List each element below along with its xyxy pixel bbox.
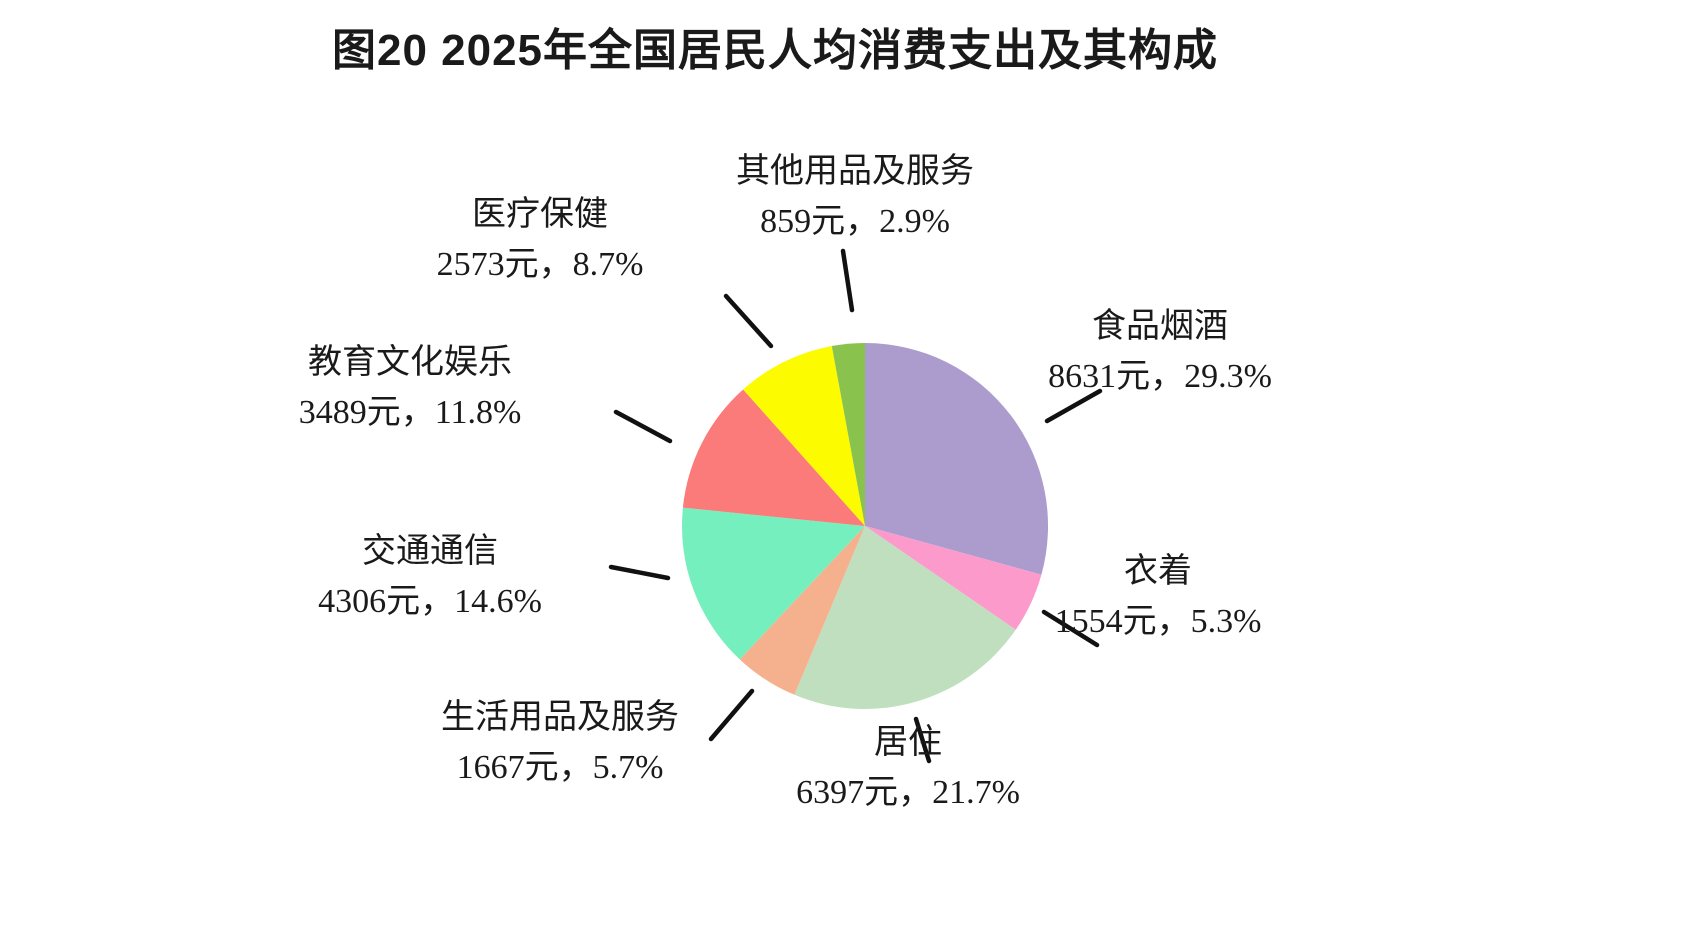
slice-value: 6397元，21.7% bbox=[796, 774, 1020, 811]
leader-line-衣着 bbox=[1041, 609, 1100, 648]
pie-slice-居住 bbox=[794, 526, 1016, 709]
leader-line-食品烟酒 bbox=[1044, 388, 1103, 424]
leader-line-医疗保健 bbox=[723, 293, 774, 349]
leader-line-交通通信 bbox=[608, 564, 671, 581]
slice-value: 1554元，5.3% bbox=[1054, 603, 1262, 640]
pie-slice-医疗保健 bbox=[743, 346, 865, 526]
slice-name: 医疗保健 bbox=[471, 196, 608, 233]
pie-slice-其他用品及服务 bbox=[831, 342, 865, 526]
leader-line-教育文化娱乐 bbox=[613, 409, 673, 444]
pie-slice-教育文化娱乐 bbox=[682, 389, 865, 526]
slice-label-clothing: 衣着 1554元，5.3% bbox=[1055, 547, 1262, 647]
slice-label-household-goods-services: 生活用品及服务 1667元，5.7% bbox=[441, 693, 679, 793]
slice-label-healthcare: 医疗保健 2573元，8.7% bbox=[437, 190, 644, 290]
slice-value: 859元，2.9% bbox=[760, 203, 950, 240]
slice-value: 3489元，11.8% bbox=[298, 394, 522, 431]
pie-slice-生活用品及服务 bbox=[739, 526, 865, 695]
slice-name: 教育文化娱乐 bbox=[308, 344, 512, 381]
slice-label-transport-communication: 交通通信 4306元，14.6% bbox=[318, 527, 542, 627]
chart-title: 图20 2025年全国居民人均消费支出及其构成 bbox=[331, 26, 1219, 75]
slice-label-education-culture-entertainment: 教育文化娱乐 3489元，11.8% bbox=[299, 338, 522, 438]
slice-value: 4306元，14.6% bbox=[318, 583, 542, 620]
slice-value: 8631元，29.3% bbox=[1048, 358, 1272, 395]
slice-name: 居住 bbox=[873, 724, 942, 761]
leader-line-其他用品及服务 bbox=[840, 248, 855, 313]
slice-name: 生活用品及服务 bbox=[441, 699, 679, 736]
slice-value: 2573元，8.7% bbox=[436, 246, 644, 283]
leader-line-生活用品及服务 bbox=[708, 688, 755, 742]
slice-name: 交通通信 bbox=[361, 533, 498, 570]
slice-label-housing: 居住 6397元，21.7% bbox=[796, 718, 1020, 818]
slice-name: 其他用品及服务 bbox=[736, 153, 974, 190]
slice-name: 食品烟酒 bbox=[1091, 308, 1228, 345]
leader-line-居住 bbox=[913, 716, 932, 764]
slice-label-other-goods-services: 其他用品及服务 859元，2.9% bbox=[736, 147, 974, 247]
pie-slice-衣着 bbox=[865, 526, 1042, 630]
slice-label-food-tobacco-liquor: 食品烟酒 8631元，29.3% bbox=[1048, 302, 1272, 402]
pie-slice-食品烟酒 bbox=[865, 343, 1049, 575]
slice-value: 1667元，5.7% bbox=[456, 749, 664, 786]
slice-name: 衣着 bbox=[1123, 553, 1192, 590]
pie-slice-交通通信 bbox=[681, 507, 865, 660]
